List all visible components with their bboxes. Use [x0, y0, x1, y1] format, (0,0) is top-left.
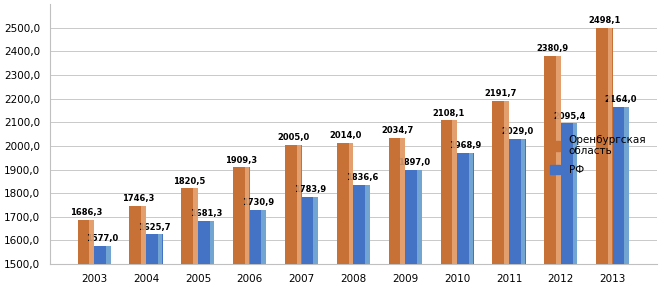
Text: 2095,4: 2095,4 [553, 111, 586, 121]
Bar [129, 206, 146, 264]
Legend: Оренбургская
область, РФ: Оренбургская область, РФ [550, 135, 646, 175]
Bar [141, 206, 146, 264]
Bar [337, 143, 354, 264]
Bar [106, 246, 111, 264]
Bar [181, 188, 198, 264]
Bar [492, 101, 509, 264]
Text: 1686,3: 1686,3 [70, 208, 102, 217]
Bar [301, 197, 318, 264]
Bar [89, 220, 94, 264]
Bar [417, 170, 422, 264]
Bar [613, 107, 629, 264]
Bar [561, 124, 578, 264]
Text: 1968,9: 1968,9 [450, 141, 482, 150]
Bar [354, 185, 370, 264]
Bar [596, 28, 613, 264]
Bar [77, 220, 94, 264]
Text: 1625,7: 1625,7 [138, 223, 171, 232]
Bar [297, 145, 301, 264]
Text: 2380,9: 2380,9 [536, 44, 569, 53]
Bar [504, 101, 509, 264]
Bar [349, 143, 354, 264]
Text: 2014,0: 2014,0 [329, 131, 362, 140]
Text: 1820,5: 1820,5 [173, 177, 206, 185]
Bar [261, 210, 266, 264]
Bar [452, 120, 457, 264]
Bar [157, 234, 162, 264]
Text: 1836,6: 1836,6 [346, 173, 378, 182]
Bar [209, 221, 214, 264]
Text: 1681,3: 1681,3 [190, 209, 222, 218]
Bar [94, 246, 111, 264]
Bar [521, 139, 526, 264]
Text: 1577,0: 1577,0 [86, 234, 119, 243]
Bar [469, 153, 474, 264]
Text: 1730,9: 1730,9 [242, 198, 274, 207]
Bar [441, 120, 457, 264]
Bar [365, 185, 370, 264]
Bar [608, 28, 612, 264]
Text: 1909,3: 1909,3 [225, 156, 257, 164]
Text: 1897,0: 1897,0 [398, 158, 430, 167]
Bar [572, 124, 577, 264]
Bar [389, 138, 406, 264]
Text: 2005,0: 2005,0 [277, 133, 309, 142]
Bar [193, 188, 197, 264]
Bar [285, 145, 301, 264]
Bar [406, 170, 422, 264]
Bar [198, 221, 215, 264]
Bar [249, 210, 266, 264]
Bar [457, 153, 474, 264]
Bar [313, 197, 318, 264]
Bar [400, 138, 405, 264]
Bar [509, 139, 526, 264]
Bar [556, 56, 560, 264]
Text: 1746,3: 1746,3 [121, 194, 154, 203]
Bar [245, 167, 249, 264]
Text: 2498,1: 2498,1 [588, 16, 620, 25]
Text: 2108,1: 2108,1 [433, 109, 465, 118]
Text: 2164,0: 2164,0 [605, 95, 637, 104]
Text: 2029,0: 2029,0 [501, 127, 534, 136]
Bar [146, 234, 163, 264]
Bar [233, 167, 249, 264]
Text: 2191,7: 2191,7 [484, 89, 517, 98]
Text: 1783,9: 1783,9 [294, 185, 326, 194]
Text: 2034,7: 2034,7 [381, 126, 413, 135]
Bar [544, 56, 561, 264]
Bar [624, 107, 629, 264]
